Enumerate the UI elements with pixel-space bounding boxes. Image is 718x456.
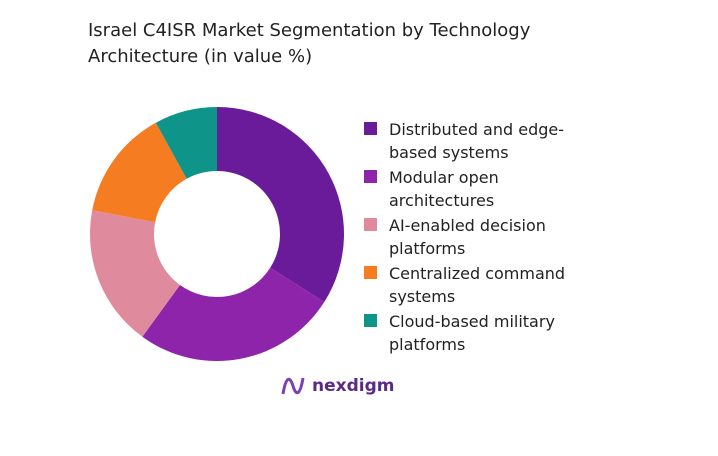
legend-label: Cloud-based military platforms — [389, 312, 555, 354]
brand-logo — [281, 377, 305, 395]
legend-swatch — [364, 314, 377, 327]
legend-item: AI-enabled decision platforms — [364, 214, 594, 260]
donut-slice — [90, 210, 180, 337]
donut-slice — [142, 267, 325, 361]
legend-label: Modular open architectures — [389, 168, 499, 210]
legend-label: AI-enabled decision platforms — [389, 216, 546, 258]
legend-item: Modular open architectures — [364, 166, 594, 212]
brand: nexdigm — [280, 374, 394, 398]
chart-title: Israel C4ISR Market Segmentation by Tech… — [88, 20, 531, 67]
legend-swatch — [364, 122, 377, 135]
legend-item: Cloud-based military platforms — [364, 310, 594, 356]
legend-swatch — [364, 170, 377, 183]
donut-slice — [217, 107, 344, 303]
legend-swatch — [364, 218, 377, 231]
donut-slice — [155, 107, 217, 179]
legend-label: Centralized command systems — [389, 264, 566, 306]
legend-label: Distributed and edge-based systems — [389, 120, 565, 162]
legend-swatch — [364, 266, 377, 279]
donut-slice — [92, 122, 187, 223]
legend-item: Distributed and edge-based systems — [364, 118, 594, 164]
legend-item: Centralized command systems — [364, 262, 594, 308]
brand-name: nexdigm — [312, 376, 395, 396]
legend: Distributed and edge-based systems Modula… — [364, 118, 594, 358]
